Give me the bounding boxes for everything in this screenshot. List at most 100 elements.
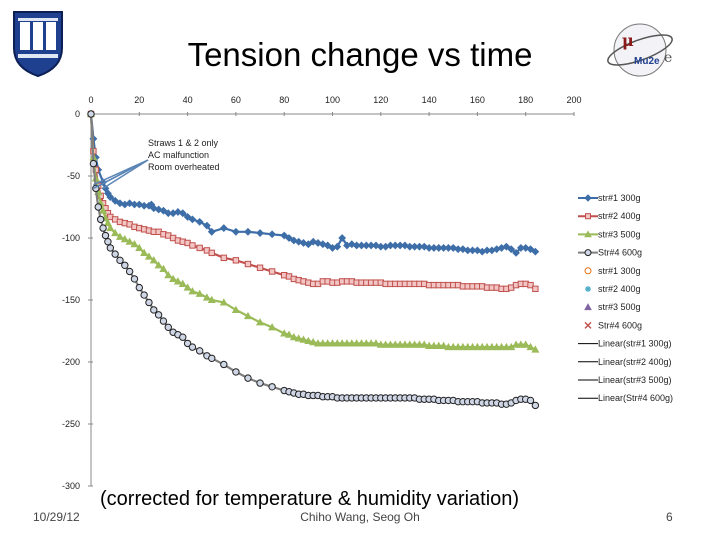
data-point xyxy=(294,334,303,342)
svg-text:e: e xyxy=(664,50,672,66)
data-point xyxy=(483,342,492,351)
data-point xyxy=(99,224,107,232)
data-point xyxy=(120,235,129,243)
data-point xyxy=(135,243,144,251)
legend-label: str#1 300g xyxy=(598,266,641,276)
data-point xyxy=(521,340,530,348)
legend-marker xyxy=(584,267,592,275)
data-point xyxy=(294,237,303,246)
data-point xyxy=(473,342,482,351)
series-3 xyxy=(87,110,540,410)
x-tick-label: 60 xyxy=(231,95,241,105)
data-point xyxy=(284,330,294,338)
data-point xyxy=(444,342,453,351)
x-tick-label: 20 xyxy=(134,95,144,105)
legend-item: str#1 300g xyxy=(578,193,641,203)
data-point xyxy=(328,339,337,347)
y-tick-label: -150 xyxy=(62,295,80,305)
legend-marker xyxy=(584,249,592,257)
data-point xyxy=(463,342,472,351)
data-point xyxy=(410,340,419,348)
data-point xyxy=(121,261,129,269)
legend-label: str#2 400g xyxy=(598,211,641,221)
data-point xyxy=(333,339,342,347)
data-point xyxy=(268,230,277,239)
data-point xyxy=(531,345,540,353)
data-point xyxy=(232,368,240,376)
data-point xyxy=(202,293,211,301)
data-point xyxy=(106,193,115,201)
data-point xyxy=(219,298,228,306)
data-point xyxy=(362,339,371,347)
legend-label: Linear(str#1 300g) xyxy=(598,339,672,349)
slide-date: 10/29/12 xyxy=(33,510,80,524)
data-point xyxy=(289,332,298,341)
y-tick-label: -100 xyxy=(62,233,80,243)
legend-marker xyxy=(585,286,591,292)
legend-item: Str#4 600g xyxy=(578,248,642,258)
mu2e-logo: μ Mu2e e xyxy=(607,23,673,77)
data-point xyxy=(188,215,197,224)
data-point xyxy=(285,234,293,242)
data-point xyxy=(415,340,424,348)
data-point xyxy=(164,270,173,279)
data-point xyxy=(179,333,187,341)
data-point xyxy=(149,256,158,264)
data-point xyxy=(173,277,182,285)
data-point xyxy=(400,340,409,348)
data-point xyxy=(502,242,511,251)
data-point xyxy=(526,342,535,351)
y-tick-label: -200 xyxy=(62,357,80,367)
legend-label: Linear(Str#4 600g) xyxy=(598,393,673,403)
data-point xyxy=(386,340,395,348)
data-point xyxy=(309,237,318,246)
series-2 xyxy=(86,109,540,353)
data-point xyxy=(116,256,124,265)
data-point xyxy=(531,401,540,410)
svg-text:μ: μ xyxy=(622,31,634,50)
data-point xyxy=(130,275,139,283)
data-point xyxy=(502,342,511,351)
data-point xyxy=(268,383,276,391)
legend-item: str#3 500g xyxy=(584,302,641,312)
data-point xyxy=(232,257,240,264)
data-point xyxy=(208,249,215,257)
data-point xyxy=(178,279,187,287)
data-point xyxy=(309,337,318,346)
legend-label: str#1 300g xyxy=(598,193,641,203)
data-point xyxy=(144,252,154,260)
x-tick-label: 100 xyxy=(325,95,340,105)
legend-item: Linear(str#3 500g) xyxy=(578,375,672,385)
y-tick-label: -50 xyxy=(67,171,80,181)
x-tick-label: 40 xyxy=(183,95,193,105)
data-point xyxy=(526,396,535,405)
data-point xyxy=(376,340,385,348)
data-point xyxy=(106,244,115,252)
data-point xyxy=(526,245,535,254)
data-point xyxy=(487,342,496,351)
data-point xyxy=(207,227,216,236)
data-point xyxy=(420,340,429,348)
slide-title: Tension change vs time xyxy=(187,36,533,73)
legend-label: Linear(str#3 500g) xyxy=(598,375,672,385)
data-point xyxy=(338,234,347,242)
data-point xyxy=(280,231,289,240)
data-point xyxy=(256,318,265,326)
data-point xyxy=(449,342,458,351)
data-point xyxy=(188,343,197,351)
data-point xyxy=(189,242,196,249)
x-tick-label: 200 xyxy=(566,95,581,105)
legend-item: Linear(Str#4 600g) xyxy=(578,393,673,403)
series-0 xyxy=(87,110,540,257)
data-point xyxy=(243,311,253,320)
data-point xyxy=(220,254,228,262)
data-point xyxy=(478,342,487,351)
data-point xyxy=(391,340,400,348)
data-point xyxy=(195,347,204,355)
x-tick-label: 140 xyxy=(422,95,437,105)
data-point xyxy=(111,250,119,258)
data-point xyxy=(125,237,134,245)
data-point xyxy=(203,221,211,230)
data-point xyxy=(183,213,192,221)
